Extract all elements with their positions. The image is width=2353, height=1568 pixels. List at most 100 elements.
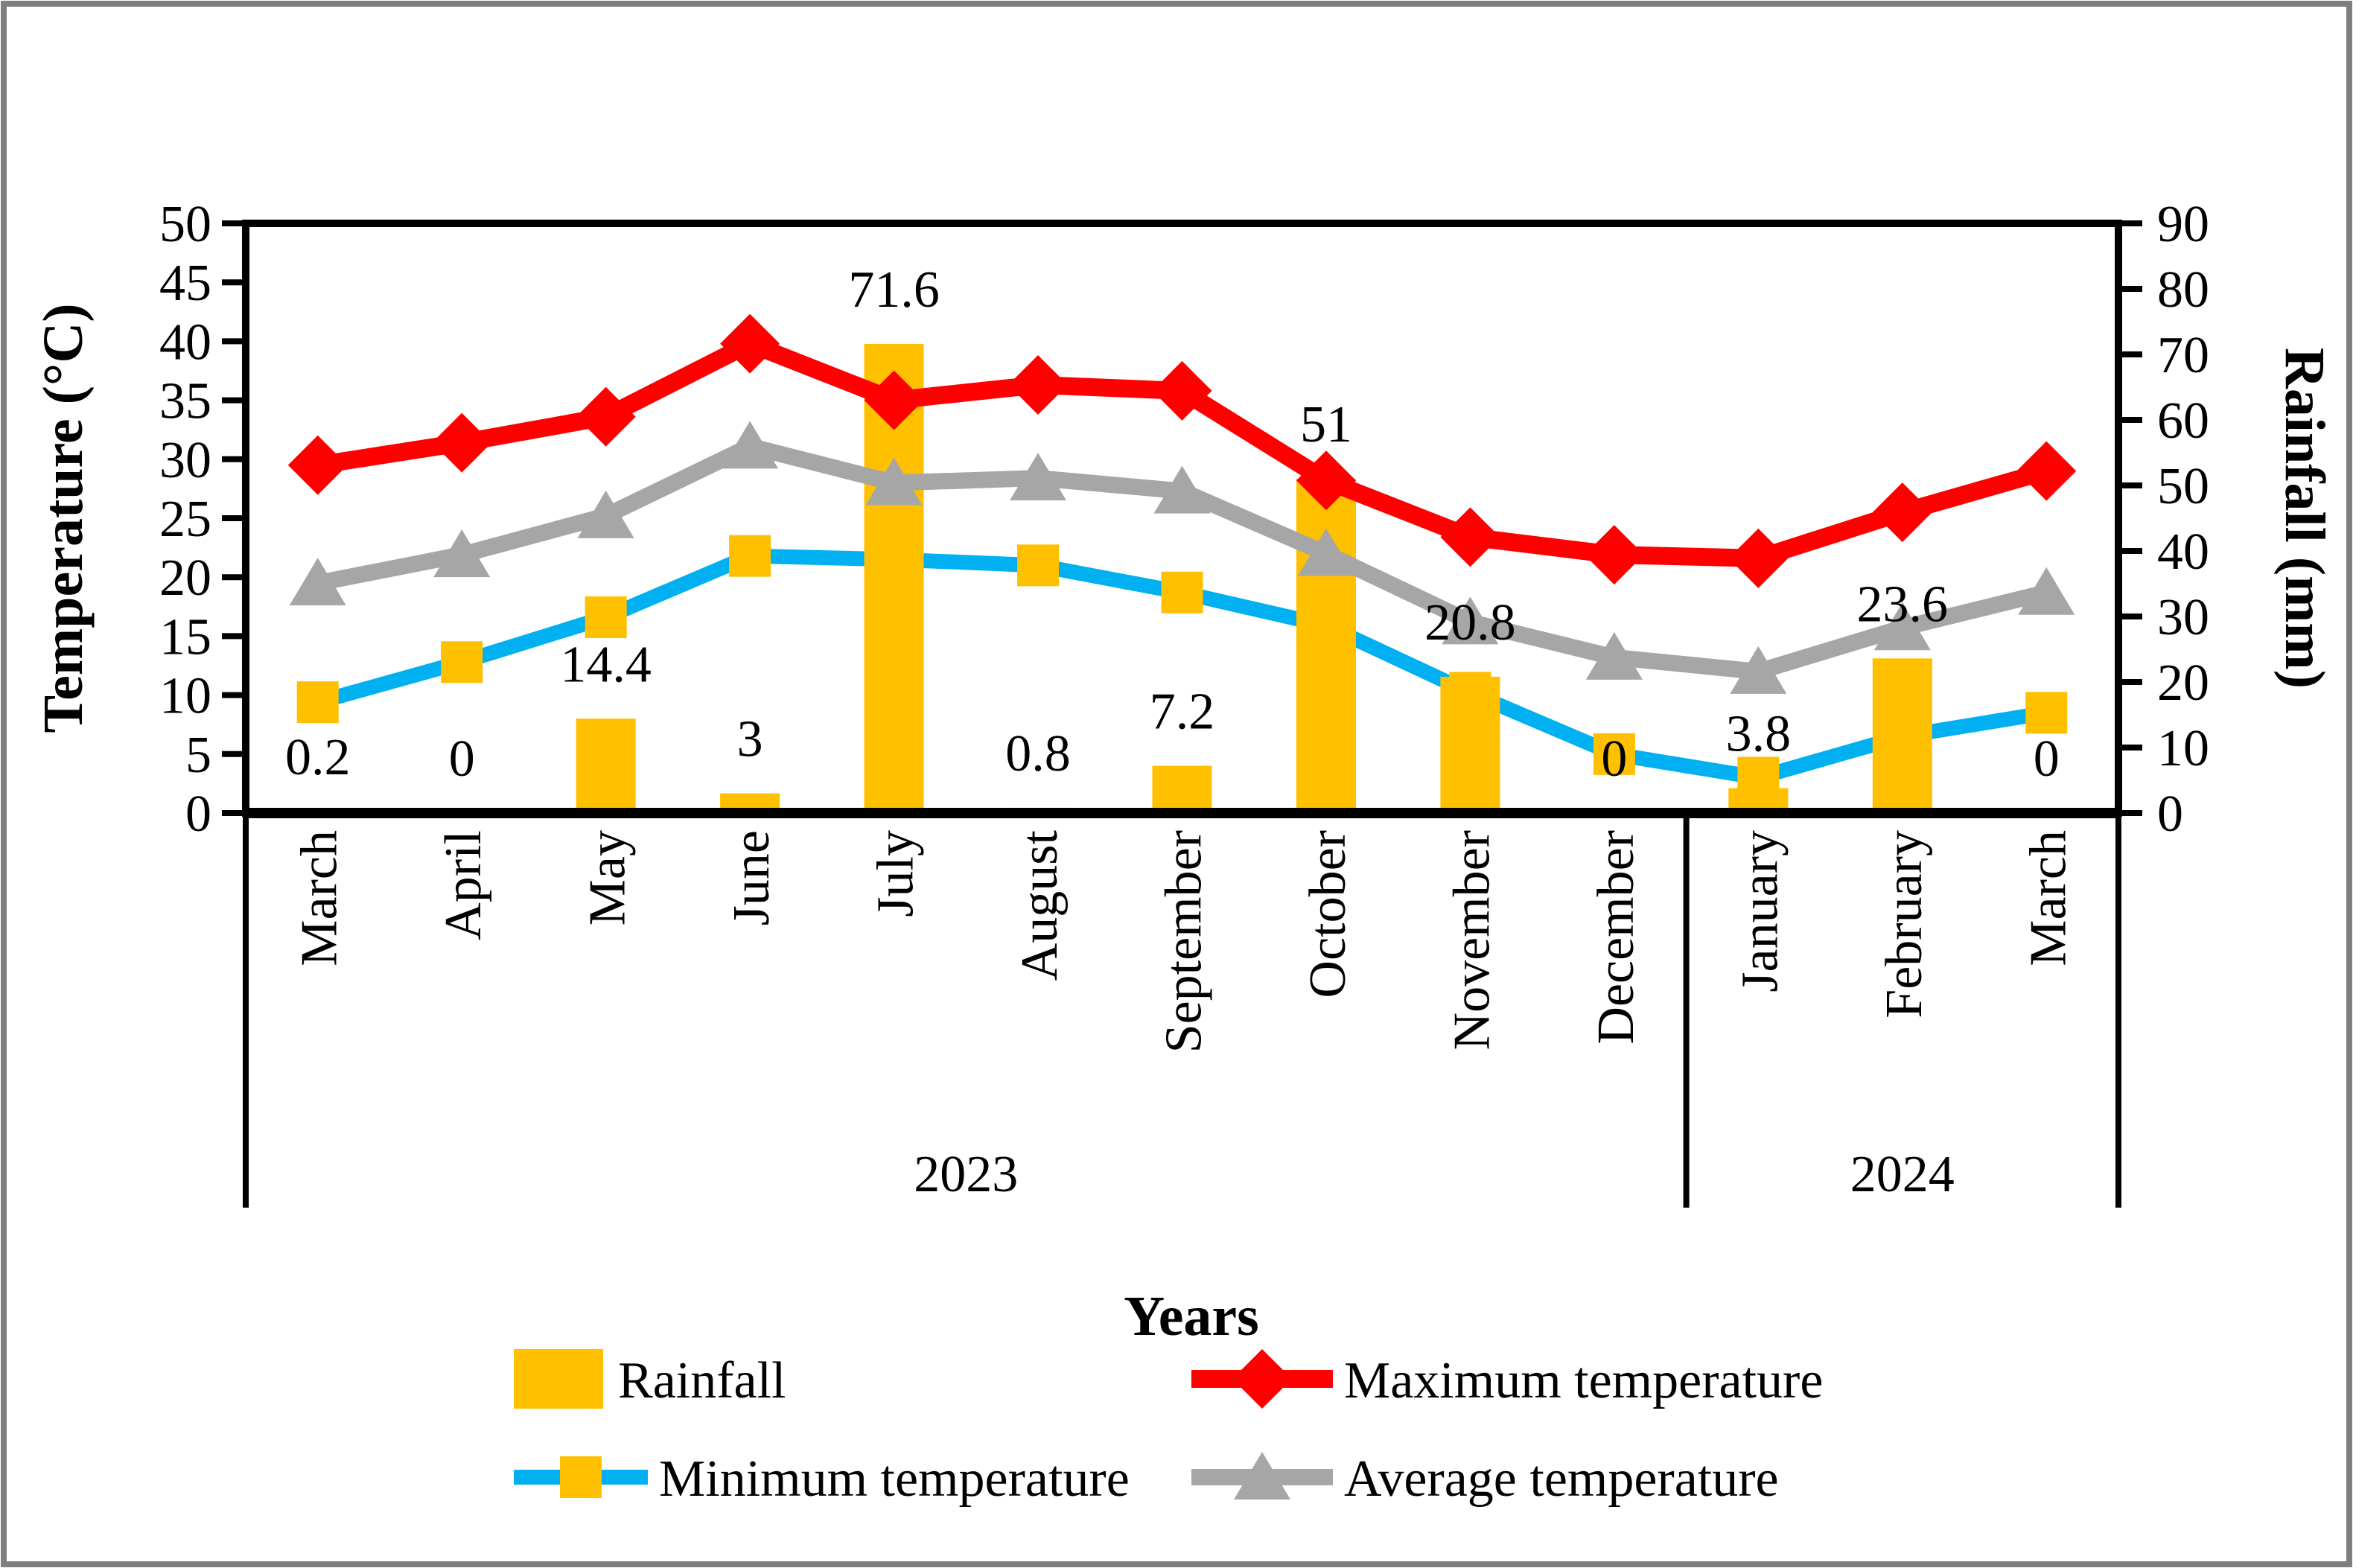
max-temp-marker <box>1872 482 1932 543</box>
left-axis-tick-label: 50 <box>159 196 211 253</box>
min-temp-marker <box>2025 692 2068 734</box>
year-label: 2024 <box>1850 1146 1955 1203</box>
month-label: March <box>291 830 348 966</box>
right-axis-ticks: 0 10 20 30 40 50 60 70 80 90 <box>2118 196 2209 843</box>
avg-temp-marker <box>289 558 346 606</box>
rainfall-value-label: 7.2 <box>1150 683 1215 741</box>
min-temp-marker <box>296 681 339 724</box>
rainfall-swatch-icon <box>514 1349 603 1409</box>
legend: Rainfall Maximum temperature Minimum tem… <box>514 1349 1823 1508</box>
avg-temp-marker <box>2018 567 2075 615</box>
avg-temp-marker <box>1585 631 1643 680</box>
left-axis-tick-label: 0 <box>185 785 211 843</box>
left-axis-tick-label: 35 <box>159 373 211 430</box>
max-temp-marker <box>720 313 780 374</box>
max-temp-diamond-icon <box>1232 1349 1292 1409</box>
min-temp-marker <box>729 535 771 577</box>
right-axis-tick-label: 20 <box>2157 654 2209 712</box>
max-temp-marker <box>864 370 924 430</box>
rainfall-bars <box>287 343 1932 813</box>
x-axis-title: Years <box>1124 1285 1259 1348</box>
left-axis-tick-label: 5 <box>185 727 211 784</box>
max-temp-marker <box>1584 525 1644 585</box>
legend-min-temp-label: Minimum temperature <box>659 1450 1130 1508</box>
left-axis-tick-label: 10 <box>159 668 211 725</box>
left-axis-tick-label: 25 <box>159 491 211 548</box>
avg-temp-marker <box>1873 602 1931 651</box>
max-temp-marker <box>1440 507 1500 567</box>
max-temp-marker <box>576 386 636 447</box>
avg-temp-marker <box>722 421 779 469</box>
right-axis-tick-label: 0 <box>2157 785 2183 843</box>
avg-temp-marker <box>1153 465 1211 514</box>
avg-temp-marker <box>1730 646 1787 694</box>
rainfall-value-label: 3.8 <box>1726 706 1792 763</box>
avg-temp-marker <box>433 529 491 578</box>
month-label: May <box>579 830 637 925</box>
rainfall-value-label: 51 <box>1300 396 1352 453</box>
max-temp-marker <box>287 435 348 495</box>
right-axis-tick-label: 90 <box>2157 196 2209 253</box>
month-label: September <box>1156 830 1213 1053</box>
month-label: November <box>1443 830 1500 1050</box>
min-temp-square-icon <box>560 1456 602 1498</box>
avg-temp-marker <box>577 490 634 538</box>
legend-avg-temp-label: Average temperature <box>1344 1450 1779 1508</box>
rainfall-bar <box>1152 765 1212 813</box>
left-axis-title: Temperature (°C) <box>32 303 95 733</box>
month-label: January <box>1731 830 1789 992</box>
min-temp-marker <box>441 641 483 683</box>
rainfall-value-label: 0 <box>2034 730 2060 788</box>
avg-temp-marker <box>1297 528 1354 576</box>
right-axis-tick-label: 70 <box>2157 327 2209 384</box>
left-axis-tick-label: 45 <box>159 255 211 312</box>
min-temp-marker <box>1017 544 1060 587</box>
avg-temp-marker <box>1010 453 1067 501</box>
rainfall-value-label: 3 <box>737 711 763 768</box>
rainfall-value-label: 0 <box>1601 730 1627 788</box>
average-temperature-line <box>289 421 2075 694</box>
rainfall-value-label: 23.6 <box>1857 576 1949 633</box>
avg-temp-marker <box>1442 596 1499 645</box>
rainfall-bar <box>1872 658 1932 813</box>
rainfall-value-label: 71.6 <box>848 261 940 319</box>
right-axis-tick-label: 80 <box>2157 261 2209 319</box>
rainfall-value-label: 0 <box>449 730 475 788</box>
rainfall-value-label: 20.8 <box>1424 594 1516 651</box>
rainfall-bar <box>1440 676 1500 813</box>
month-labels: March April May June July August September Octo… <box>291 829 2077 1053</box>
max-temp-marker <box>2016 441 2077 501</box>
max-temp-marker <box>1152 360 1212 421</box>
min-temp-marker <box>585 596 627 639</box>
rainfall-value-label: 14.4 <box>560 636 652 693</box>
right-axis-tick-label: 10 <box>2157 720 2209 777</box>
max-temp-marker <box>1728 528 1789 588</box>
avg-temp-triangle-icon <box>1234 1452 1290 1500</box>
right-axis-tick-label: 30 <box>2157 589 2209 646</box>
month-label: October <box>1299 830 1357 998</box>
left-axis-tick-label: 30 <box>159 432 211 489</box>
month-label: December <box>1588 830 1645 1045</box>
rainfall-value-label: 0.8 <box>1005 725 1071 783</box>
right-axis-title: Rainfall (mm) <box>2273 348 2336 689</box>
max-temp-marker <box>1008 355 1069 415</box>
max-temp-marker <box>1296 450 1356 511</box>
right-axis-tick-label: 50 <box>2157 458 2209 515</box>
rainfall-bar <box>576 718 636 813</box>
month-label: March <box>2019 830 2077 966</box>
max-temperature-line <box>287 313 2077 588</box>
right-axis-tick-label: 40 <box>2157 523 2209 581</box>
year-label: 2023 <box>914 1146 1018 1203</box>
left-axis-tick-label: 20 <box>159 549 211 607</box>
month-label: June <box>723 830 780 925</box>
month-label: February <box>1876 830 1933 1019</box>
left-axis-tick-label: 15 <box>159 608 211 666</box>
min-temp-marker <box>1161 571 1203 614</box>
avg-temp-marker <box>865 457 923 506</box>
month-label: April <box>435 830 492 940</box>
rainfall-data-labels: 0.2 0 14.4 3 71.6 0.8 7.2 51 20.8 0 3.8 23.6 0 <box>285 261 2060 788</box>
max-temp-marker <box>432 412 492 473</box>
left-axis-tick-label: 40 <box>159 313 211 371</box>
